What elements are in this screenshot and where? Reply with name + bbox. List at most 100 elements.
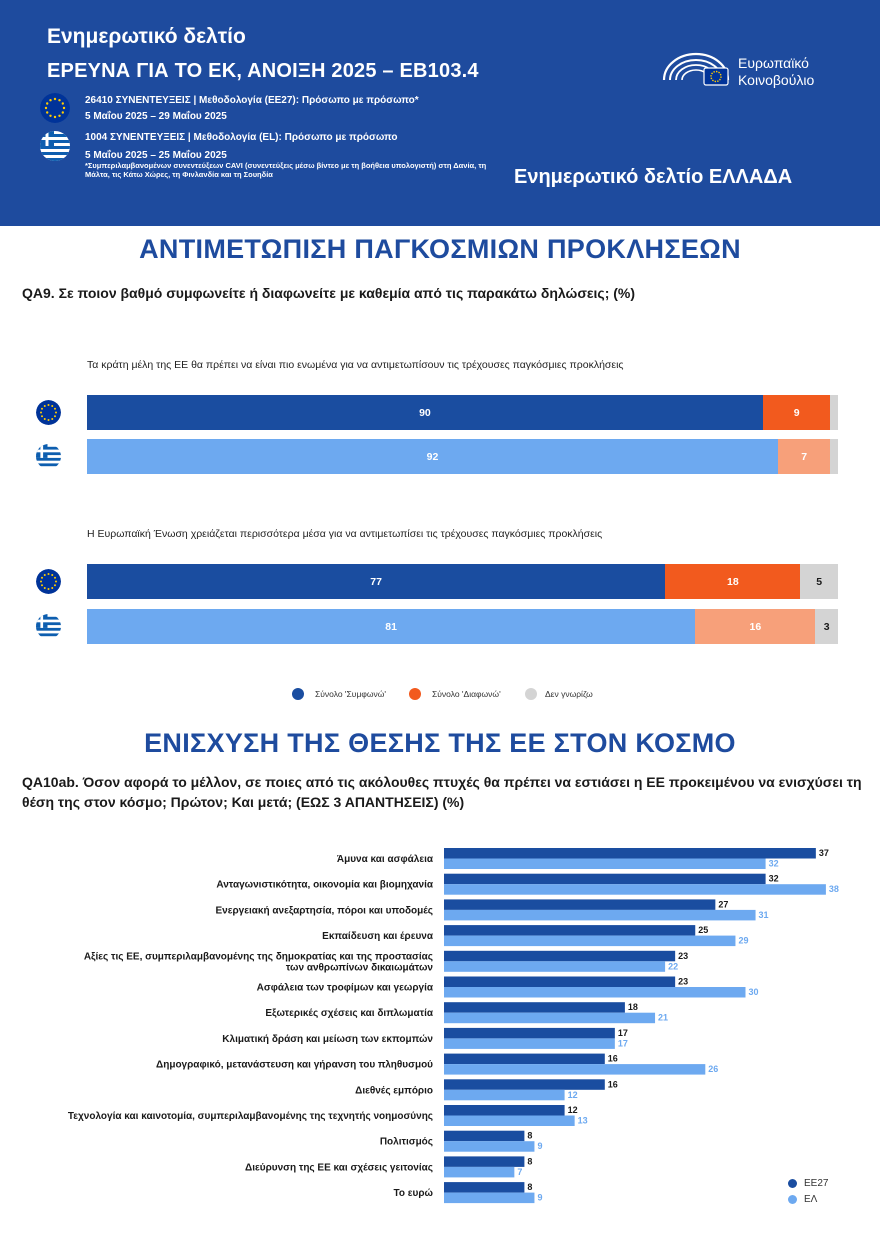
bar-value-label: 16 — [608, 1079, 618, 1089]
eu-star — [61, 102, 64, 105]
legend-dontknow-label: Δεν γνωρίζω — [545, 689, 593, 699]
bar-value-label: 12 — [568, 1105, 578, 1115]
segment-value-label: 90 — [419, 406, 431, 419]
stacked-chart-legend: Σύνολο 'Συμφωνώ' Σύνολο 'Διαφωνώ' Δεν γν… — [0, 686, 880, 702]
dontknow-segment — [830, 395, 838, 430]
segment-value-label: 3 — [823, 620, 830, 633]
european-parliament-name: Ευρωπαϊκό Κοινοβούλιο — [738, 55, 815, 88]
category-label: Ανταγωνιστικότητα, οικονομία και βιομηχα… — [216, 880, 433, 891]
bar-eu27 — [444, 1079, 605, 1090]
segment-value-label: 5 — [816, 575, 823, 588]
el-sample-line: 1004 ΣΥΝΕΝΤΕΥΞΕΙΣ | Μεθοδολογία (EL): Πρ… — [85, 132, 398, 143]
eu-star — [55, 580, 57, 583]
dontknow-segment: 5 — [800, 564, 838, 599]
el-dates: 5 Μαΐου 2025 – 25 Μαΐου 2025 — [85, 150, 227, 161]
agree-segment: 90 — [87, 395, 763, 430]
disagree-segment: 9 — [762, 395, 831, 430]
bar-eu27 — [444, 976, 676, 987]
country-factsheet-title: Ενημερωτικό δελτίο ΕΛΛΑΔΑ — [514, 166, 793, 188]
bar-eu27 — [444, 1002, 625, 1013]
bar-value-label: 30 — [749, 987, 759, 997]
bar-eu27 — [444, 925, 696, 936]
bar-eu27 — [444, 899, 716, 910]
bar-eu27 — [444, 950, 676, 962]
bar-el — [444, 858, 766, 869]
bar-el — [444, 987, 746, 998]
section2-title: ΕΝΙΣΧΥΣΗ ΤΗΣ ΘΕΣΗΣ ΤΗΣ ΕΕ ΣΤΟΝ ΚΟΣΜΟ — [144, 728, 736, 758]
eu-dates: 5 Μαΐου 2025 – 29 Μαΐου 2025 — [85, 111, 227, 122]
factsheet-title: Ενημερωτικό δελτίο — [47, 25, 246, 48]
bar-value-label: 31 — [759, 910, 769, 920]
bar-value-label: 29 — [738, 936, 748, 946]
bar-value-label: 9 — [537, 1141, 542, 1151]
disagree-segment: 7 — [777, 439, 831, 474]
category-label: Πολιτισμός — [380, 1137, 433, 1148]
dontknow-segment — [830, 439, 838, 474]
eu-star — [54, 407, 56, 410]
eu-star — [49, 99, 52, 102]
bar-el — [444, 1166, 515, 1178]
methodology-note: *Συμπεριλαμβανομένων συνεντεύξεων CAVI (… — [85, 161, 487, 179]
question-qa9: QA9. Σε ποιον βαθμό συμφωνείτε ή διαφωνε… — [22, 285, 636, 301]
eu-flag-icon — [36, 400, 61, 425]
stacked-bar-row: 81 16 3 — [87, 609, 838, 644]
bar-eu27 — [444, 1130, 525, 1142]
eu-star — [51, 587, 54, 589]
bar-value-label: 7 — [517, 1167, 522, 1177]
eu-star — [55, 411, 57, 414]
eu-star — [53, 97, 57, 101]
category-label: των ανθρωπίνων δικαιωμάτων — [286, 962, 434, 973]
survey-title: ΕΡΕΥΝΑ ΓΙΑ ΤΟ ΕΚ, ΑΝΟΙΞΗ 2025 – EB103.4 — [47, 60, 479, 82]
category-label: Άμυνα και ασφάλεια — [337, 854, 434, 865]
category-label: Ενεργειακή ανεξαρτησία, πόροι και υποδομ… — [216, 905, 433, 916]
segment-value-label: 18 — [727, 575, 739, 588]
eu-star — [44, 106, 48, 110]
agree-segment: 81 — [87, 609, 696, 644]
bar-el — [444, 1038, 615, 1049]
agree-segment: 92 — [87, 439, 778, 474]
eu-flag-icon — [36, 569, 61, 594]
segment-value-label: 16 — [749, 620, 762, 633]
segment-value-label: 7 — [801, 450, 808, 463]
priorities-legend: ΕΕ27 ΕΛ — [788, 1175, 828, 1207]
greek-flag-icon — [40, 131, 70, 161]
bar-value-label: 8 — [527, 1182, 532, 1192]
section1-title: ΑΝΤΙΜΕΤΩΠΙΣΗ ΠΑΓΚΟΣΜΙΩΝ ΠΡΟΚΛΗΣΕΩΝ — [139, 234, 741, 264]
bar-value-label: 17 — [618, 1028, 628, 1038]
legend-el: ΕΛ — [788, 1191, 828, 1207]
bar-value-label: 21 — [658, 1013, 668, 1023]
bar-el — [444, 1141, 535, 1152]
bar-el — [444, 935, 736, 947]
eu-star — [43, 405, 46, 407]
eu-star — [43, 574, 46, 576]
eu-star — [40, 411, 42, 414]
category-label: Εκπαίδευση και έρευνα — [322, 931, 434, 942]
bar-eu27 — [444, 1105, 565, 1116]
legend-disagree-swatch — [409, 688, 421, 700]
bar-value-label: 8 — [527, 1131, 532, 1141]
statement-1-label: Τα κράτη μέλη της ΕΕ θα πρέπει να είναι … — [87, 359, 624, 371]
category-label: Ασφάλεια των τροφίμων και γεωργία — [257, 983, 434, 994]
bar-eu27 — [444, 1182, 525, 1193]
eu-star — [51, 418, 54, 420]
bar-value-label: 27 — [718, 899, 728, 909]
legend-agree-label: Σύνολο 'Συμφωνώ' — [315, 689, 387, 699]
eu-star — [61, 111, 64, 114]
dontknow-segment: 3 — [815, 609, 838, 644]
bar-el — [444, 909, 756, 921]
bar-el — [444, 1192, 535, 1204]
category-label: Το ευρώ — [394, 1188, 434, 1199]
category-label: Εξωτερικές σχέσεις και διπλωματία — [265, 1008, 433, 1019]
bar-value-label: 25 — [698, 925, 708, 935]
segment-value-label: 81 — [385, 620, 397, 633]
eu-star — [51, 405, 54, 407]
eu-star — [54, 576, 56, 579]
stacked-bar-row: 90 9 — [87, 395, 838, 430]
bar-value-label: 23 — [678, 977, 688, 987]
eu-star — [43, 587, 46, 589]
eu-star — [40, 580, 42, 583]
bar-value-label: 12 — [568, 1090, 578, 1100]
eu-star — [47, 419, 50, 421]
eu-star — [43, 418, 46, 420]
bar-value-label: 9 — [537, 1193, 542, 1203]
